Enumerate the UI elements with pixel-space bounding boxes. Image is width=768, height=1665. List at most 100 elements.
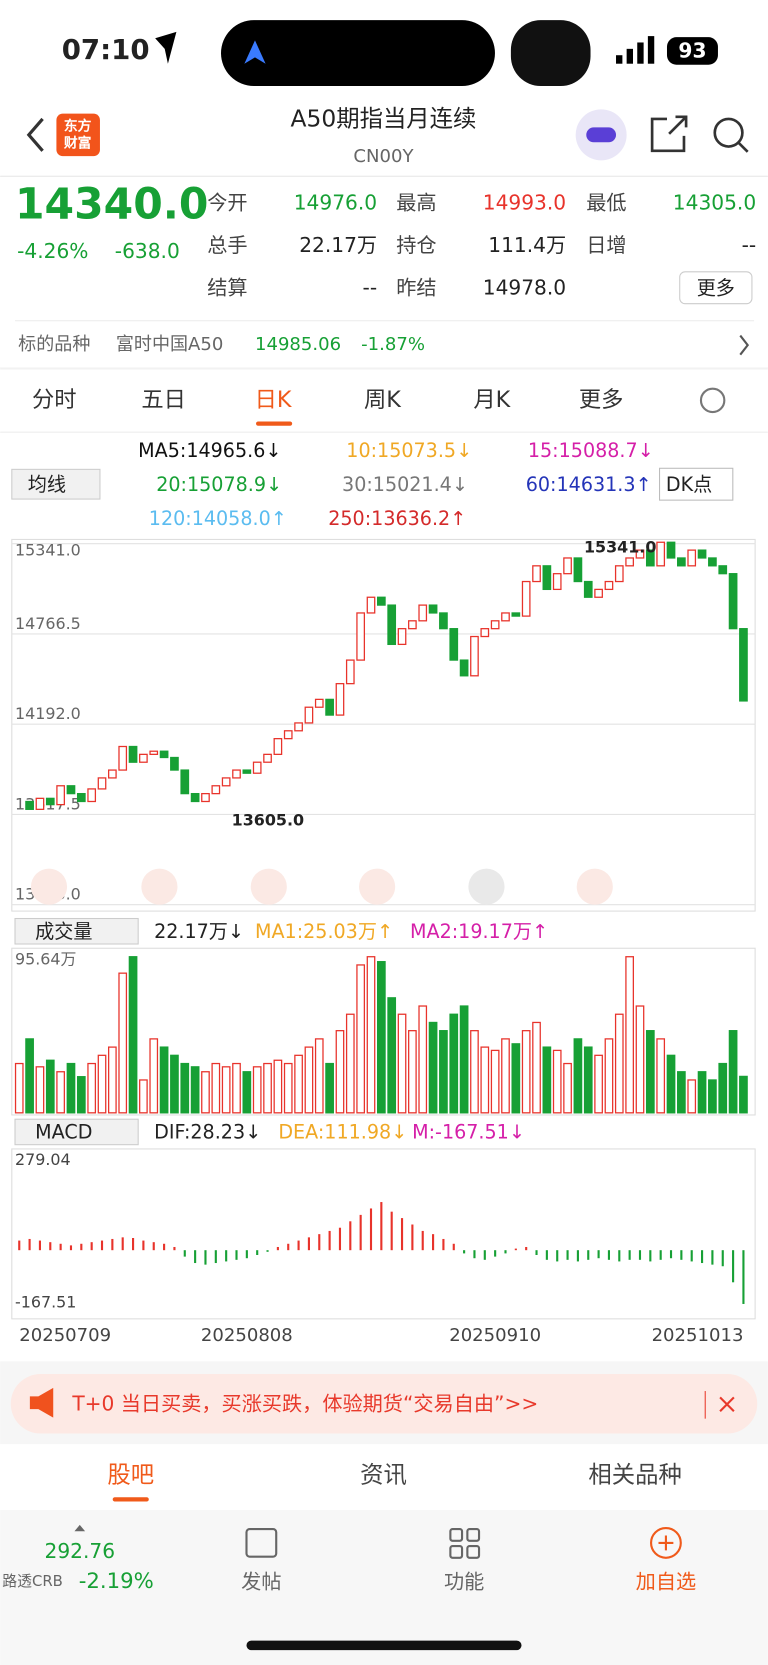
tab[interactable]: 五日 [141, 387, 186, 413]
y-tick-label: 15341.0 [15, 541, 81, 560]
volume-bar [645, 1030, 655, 1114]
candle [552, 573, 562, 591]
volume-bar [583, 1046, 593, 1114]
candle [273, 738, 283, 755]
candle [635, 549, 645, 559]
volume-button[interactable] [14, 917, 139, 945]
candle [263, 753, 272, 763]
ma-label: 15:15088.7↓ [528, 439, 654, 462]
candle [304, 706, 314, 724]
volume-bar [625, 956, 634, 1114]
candle [656, 541, 666, 567]
post-icon [245, 1528, 278, 1558]
candle [211, 785, 221, 795]
bottom-tab[interactable]: 股吧 [107, 1460, 154, 1488]
candle [645, 549, 655, 567]
last-price: 14340.0 [15, 181, 208, 230]
candle [87, 788, 97, 803]
volume-bar [418, 1005, 428, 1114]
field-value: 14976.0 [294, 190, 377, 214]
banner-close[interactable] [719, 1396, 735, 1412]
toolbar-item[interactable]: 发帖 [241, 1570, 281, 1594]
field-value: -- [742, 233, 757, 257]
ma-label: MA5:14965.6↓ [138, 439, 281, 462]
volume-bar [14, 1062, 24, 1114]
fields: 今开 14976.0 最高 14993.0 最低 14305.0 总手 22.17万 持仓 111… [207, 190, 756, 299]
volume-bar [263, 1062, 272, 1114]
field-label: 结算 [207, 275, 247, 299]
underlying-name: 富时中国A50 [116, 334, 224, 355]
field-value: -- [363, 275, 378, 299]
candle [242, 769, 252, 774]
field-value: 14993.0 [483, 190, 566, 214]
tab[interactable]: 月K [473, 387, 511, 413]
field-value: 111.4万 [488, 233, 566, 257]
volume-bar [521, 1030, 531, 1114]
bottom-tab[interactable]: 资讯 [360, 1460, 407, 1488]
search[interactable] [713, 117, 744, 148]
volume-bar [511, 1043, 521, 1114]
volume-bar [542, 1046, 552, 1114]
add-plus [658, 1535, 674, 1551]
bottom-tabs: 股吧 资讯 相关品种 [107, 1460, 681, 1488]
x-tick-label: 20250808 [201, 1325, 293, 1346]
candle [573, 557, 583, 583]
volume-bar [335, 1030, 345, 1114]
candle [501, 612, 510, 622]
settings[interactable] [699, 387, 726, 414]
volume-bar [408, 1030, 417, 1114]
nav-icon [244, 40, 266, 64]
macd-button[interactable] [14, 1118, 139, 1146]
volume-bar [387, 997, 397, 1114]
volume-bar [252, 1066, 262, 1114]
candle [149, 750, 159, 755]
logo [56, 113, 100, 157]
bottom-tab[interactable]: 相关品种 [588, 1460, 681, 1488]
change-pct: -4.26% [17, 239, 88, 263]
volume-bar [687, 1079, 697, 1114]
battery-level: 93 [678, 39, 706, 63]
toolbar-item[interactable]: 功能 [444, 1570, 484, 1594]
toolbar-item[interactable]: 加自选 [636, 1570, 696, 1594]
volume-bar [45, 1059, 55, 1114]
candle [56, 785, 65, 806]
tab[interactable]: 更多 [579, 387, 624, 413]
banner-text: T+0 当日买卖，买涨买跌，体验期货“交易自由”>> [71, 1391, 538, 1415]
y-tick-label: 14766.5 [15, 614, 81, 633]
back[interactable] [26, 117, 44, 152]
candle [459, 659, 469, 677]
tab[interactable]: 日K [255, 387, 293, 413]
tab[interactable]: 分时 [32, 387, 77, 413]
volume-bar [201, 1071, 210, 1114]
tab[interactable]: 周K [364, 387, 402, 413]
dk-button[interactable] [659, 467, 734, 501]
volume-bar [666, 1054, 676, 1114]
kline: 15341.014766.514192.013617.513043.015341… [11, 537, 756, 906]
candle [45, 797, 55, 806]
tabs: 分时 五日 日K 周K 月K 更多 [32, 387, 623, 413]
volume-bar [76, 1076, 86, 1114]
chevron[interactable] [739, 334, 750, 356]
candle [594, 588, 603, 598]
banner[interactable] [10, 1374, 758, 1434]
candle [139, 753, 148, 763]
volume-bar [532, 1021, 541, 1114]
candle [221, 777, 231, 787]
candle [170, 756, 179, 771]
candle [76, 792, 86, 803]
volume-bar [563, 1062, 572, 1114]
volume-bar [573, 1038, 583, 1114]
volume-bar [87, 1062, 97, 1114]
volume-bar [25, 1038, 34, 1114]
divider [0, 367, 768, 370]
logo-text: 东方 [64, 117, 92, 134]
more-button[interactable] [679, 271, 753, 305]
share[interactable] [650, 115, 688, 153]
volume-bar [128, 956, 138, 1114]
ma-button[interactable] [11, 468, 101, 500]
candle [708, 557, 717, 567]
candle [201, 792, 210, 803]
field-label: 最高 [396, 190, 436, 214]
volume-bar [490, 1049, 500, 1114]
